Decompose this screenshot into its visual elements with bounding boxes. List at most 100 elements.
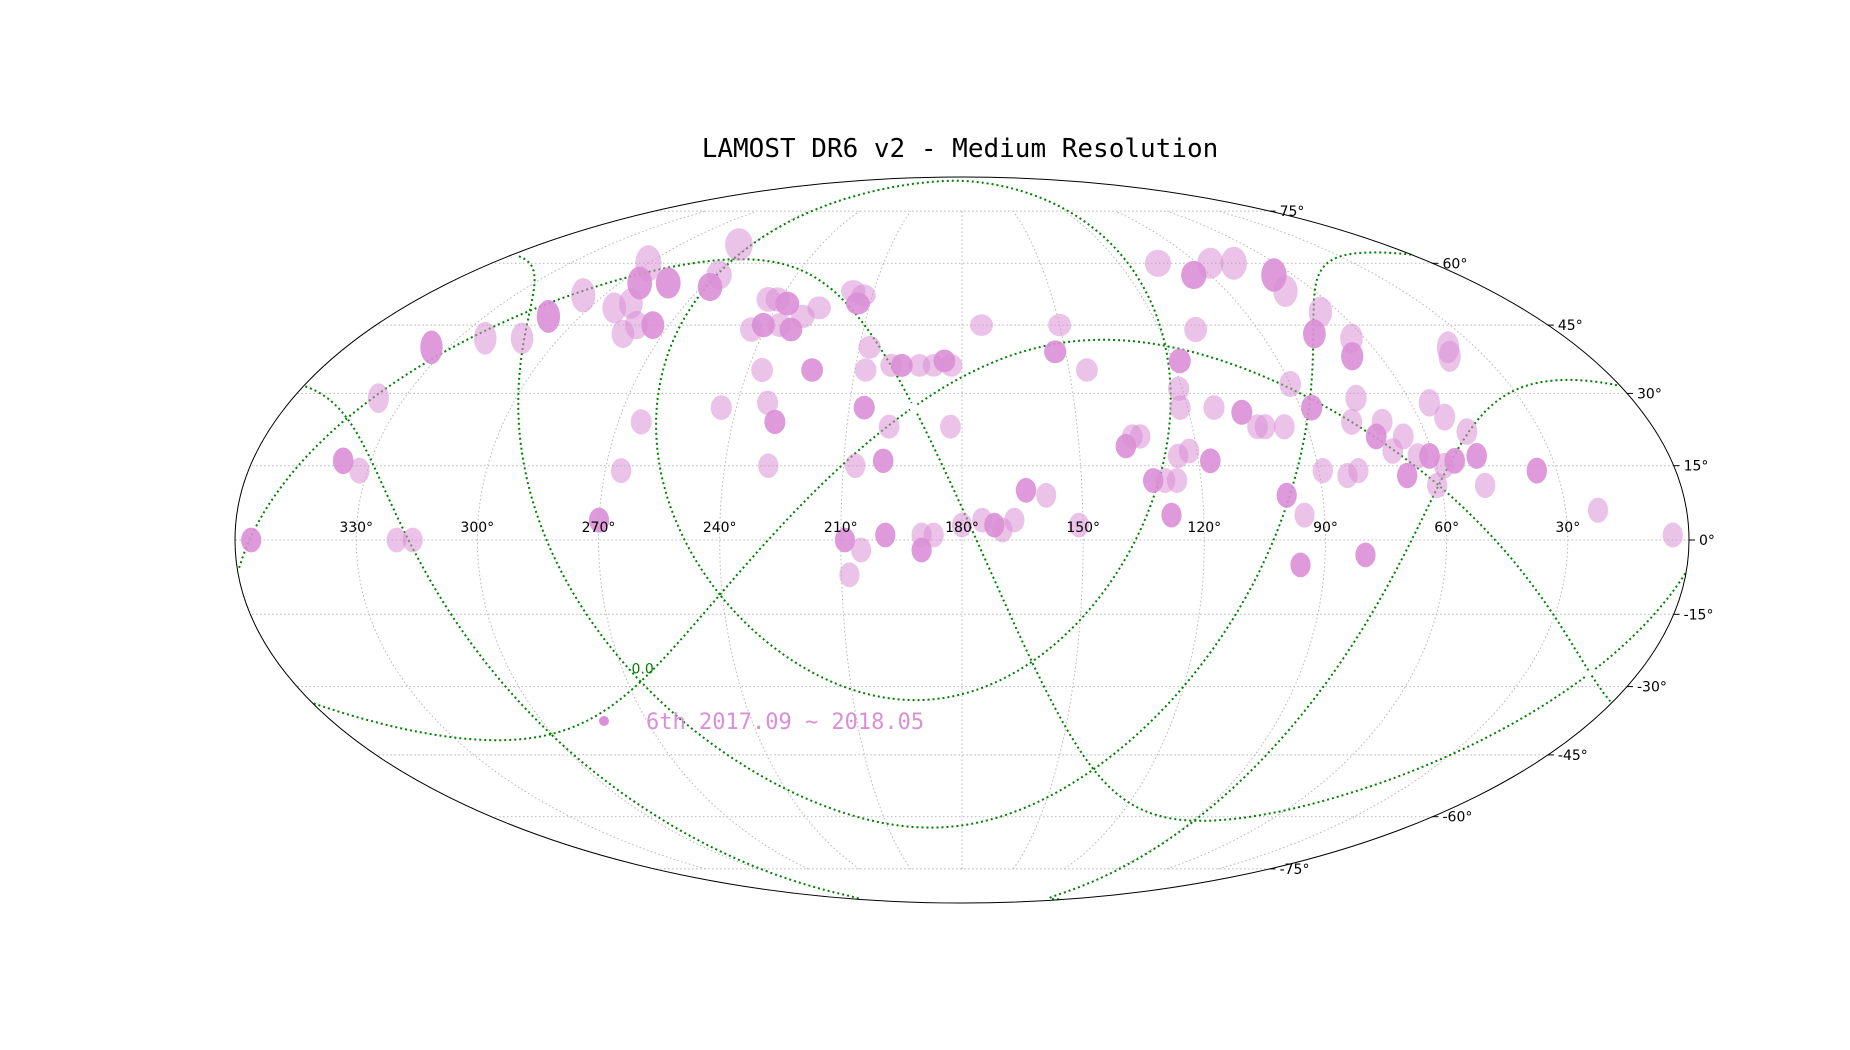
field-point: [1308, 296, 1333, 328]
field-point: [890, 353, 913, 377]
y-tick-label: -75°: [1280, 862, 1310, 878]
galactic-line: [313, 408, 911, 742]
field-point: [875, 522, 896, 548]
field-point: [1169, 395, 1191, 420]
field-point: [1068, 512, 1090, 538]
field-point: [1203, 395, 1225, 420]
y-tick-label: -30°: [1637, 680, 1667, 696]
field-point: [1220, 246, 1247, 280]
field-point: [1444, 447, 1465, 474]
field-point: [1276, 482, 1297, 508]
x-tick-label: 210°: [824, 520, 858, 536]
meridian-line: [1064, 210, 1205, 870]
field-point: [1662, 522, 1683, 548]
x-tick-label: 90°: [1313, 520, 1338, 536]
field-point: [1466, 442, 1487, 469]
galactic-line: [914, 410, 1586, 822]
galactic-center-label: 0.0: [632, 662, 654, 678]
field-point: [1231, 399, 1253, 425]
field-point: [1254, 414, 1276, 440]
field-point: [1181, 260, 1207, 290]
field-point: [571, 278, 596, 313]
legend: 6th 2017.09 ~ 2018.05: [599, 710, 924, 735]
field-point: [1166, 468, 1188, 493]
field-point: [1261, 258, 1287, 292]
field-point: [1436, 331, 1460, 364]
field-point: [1290, 552, 1311, 578]
field-point: [655, 267, 681, 299]
x-tick-labels: 330° 300° 270° 240° 210° 180° 150° 120° 90° 60° 30…: [339, 520, 1580, 536]
chart-title: LAMOST DR6 v2 - Medium Resolution: [702, 134, 1219, 164]
field-point: [1161, 502, 1182, 528]
field-point: [845, 292, 870, 315]
field-point: [878, 414, 900, 439]
field-point: [420, 330, 443, 365]
y-tick-label: 0°: [1699, 533, 1715, 549]
field-point: [751, 357, 773, 383]
coordinate-grid: [234, 210, 1689, 870]
field-point: [510, 322, 534, 354]
y-tick-label: -45°: [1558, 748, 1588, 764]
field-point: [402, 527, 423, 553]
observation-fields: [241, 228, 1683, 588]
meridian-line: [597, 210, 809, 870]
field-point: [839, 562, 860, 588]
field-point: [858, 335, 881, 359]
galactic-line: [1047, 378, 1618, 901]
field-point: [1036, 482, 1057, 508]
field-point: [1144, 249, 1172, 277]
galactic-line: [304, 385, 552, 735]
field-point: [764, 409, 786, 435]
field-point: [1434, 403, 1456, 431]
field-point: [1273, 414, 1295, 440]
field-point: [625, 310, 648, 340]
field-point: [1129, 424, 1151, 449]
field-point: [1015, 477, 1037, 503]
field-point: [970, 314, 993, 336]
field-point: [1312, 458, 1334, 484]
galactic-grid: 0.0: [238, 179, 1687, 901]
y-tick-label: -60°: [1443, 810, 1473, 826]
field-point: [1355, 542, 1376, 568]
field-point: [1294, 502, 1315, 528]
field-point: [610, 458, 632, 484]
y-tick-labels: 75° 60° 45° 30° 15° 0° -15° -30° -45° -60° -75°: [1269, 204, 1715, 878]
field-point: [951, 512, 973, 538]
field-point: [1382, 438, 1403, 464]
meridian-line: [1115, 210, 1327, 870]
field-point: [1341, 408, 1363, 435]
field-point: [1526, 457, 1548, 484]
legend-label: 6th 2017.09 ~ 2018.05: [646, 710, 924, 735]
legend-marker: [599, 716, 609, 726]
meridian-line: [1218, 210, 1569, 870]
field-point: [1587, 497, 1609, 523]
field-point: [1397, 462, 1418, 489]
field-point: [940, 414, 961, 439]
field-point: [725, 228, 753, 261]
x-tick-label: 270°: [582, 520, 616, 536]
field-point: [1371, 408, 1393, 435]
field-point: [1456, 418, 1478, 445]
field-point: [1427, 472, 1448, 498]
field-point: [911, 537, 932, 563]
x-tick-label: 330°: [339, 520, 373, 536]
field-point: [872, 448, 894, 473]
field-point: [940, 354, 963, 377]
x-tick-label: 240°: [703, 520, 737, 536]
field-point: [1048, 313, 1072, 337]
y-tick-label: 60°: [1443, 256, 1468, 272]
galactic-line: [238, 258, 913, 569]
galactic-line: [550, 733, 860, 900]
field-point: [630, 409, 652, 435]
field-point: [834, 527, 856, 553]
x-tick-label: 180°: [945, 520, 979, 536]
y-tick-label: 45°: [1558, 318, 1583, 334]
field-point: [588, 507, 610, 533]
field-point: [1167, 376, 1190, 401]
field-point: [853, 395, 875, 420]
x-tick-label: 150°: [1066, 520, 1100, 536]
y-tick-label: 30°: [1637, 386, 1662, 402]
field-point: [1345, 384, 1367, 412]
field-point: [1279, 371, 1301, 397]
